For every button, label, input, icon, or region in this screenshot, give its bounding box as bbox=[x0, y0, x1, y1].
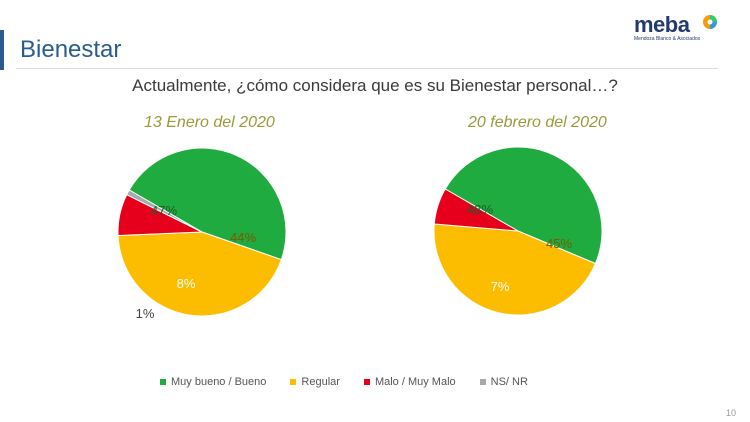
legend-item: NS/ NR bbox=[479, 376, 528, 388]
slice-value-label: 1% bbox=[136, 306, 155, 321]
legend-swatch bbox=[363, 379, 370, 385]
legend-item: Muy bueno / Bueno bbox=[160, 376, 266, 388]
chart-title-january: 13 Enero del 2020 bbox=[144, 114, 275, 131]
logo-mark-icon bbox=[703, 15, 717, 29]
logo-text: meba bbox=[634, 12, 690, 37]
pie-slice bbox=[117, 231, 282, 317]
brand-logo: meba Mendoza Blanco & Asociados bbox=[634, 12, 724, 44]
legend-label: Muy bueno / Bueno bbox=[171, 376, 267, 388]
pie-slice bbox=[126, 189, 203, 233]
legend-label: Regular bbox=[301, 376, 340, 388]
slice-value-label: 7% bbox=[491, 279, 510, 294]
legend-swatch bbox=[290, 379, 297, 385]
chart-title-february: 20 febrero del 2020 bbox=[468, 114, 607, 131]
legend-swatch bbox=[479, 379, 486, 385]
pie-slice bbox=[433, 188, 519, 232]
slice-value-label: 8% bbox=[177, 276, 196, 291]
slice-value-label: 44% bbox=[230, 230, 256, 245]
title-accent-bar bbox=[0, 30, 4, 70]
page-number: 10 bbox=[725, 408, 736, 418]
title-divider bbox=[16, 68, 718, 69]
legend-item: Malo / Muy Malo bbox=[363, 376, 456, 388]
slice-value-label: 47% bbox=[151, 203, 177, 218]
logo-subtitle: Mendoza Blanco & Asociados bbox=[634, 36, 701, 42]
page-title: Bienestar bbox=[20, 36, 122, 63]
pie-slice bbox=[433, 223, 597, 316]
legend: Muy bueno / Bueno Regular Malo / Muy Mal… bbox=[160, 376, 528, 388]
pie-slice bbox=[128, 147, 287, 261]
survey-question: Actualmente, ¿cómo considera que es su B… bbox=[132, 76, 618, 95]
slice-value-label: 45% bbox=[546, 236, 572, 251]
slice-value-label: 48% bbox=[467, 202, 493, 217]
legend-swatch bbox=[160, 379, 166, 385]
legend-item: Regular bbox=[290, 376, 340, 388]
legend-label: Malo / Muy Malo bbox=[374, 376, 456, 388]
legend-label: NS/ NR bbox=[490, 376, 528, 388]
pie-slice bbox=[444, 146, 603, 265]
